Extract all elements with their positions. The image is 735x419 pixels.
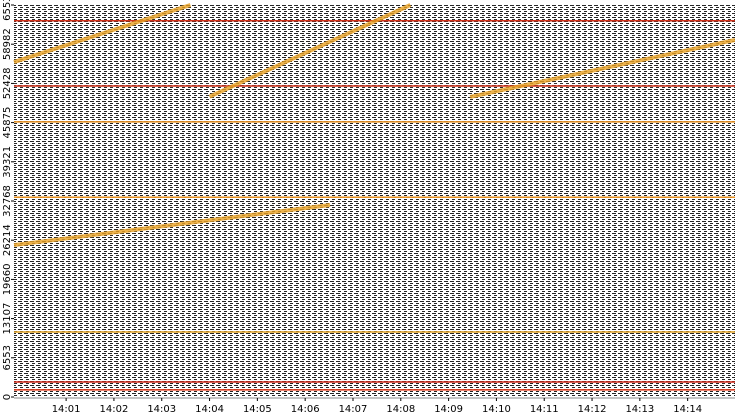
x-tick-label: 14:11 [530,404,559,415]
scan-streak [13,3,192,64]
x-tick-label: 14:08 [386,404,415,415]
y-tick-label: 45875 [2,107,13,139]
x-tick-label: 14:14 [673,404,702,415]
y-tick-label: 0 [2,394,13,400]
x-tick-label: 14:10 [482,404,511,415]
y-tick-label: 65536 [2,0,13,21]
x-tick-label: 14:09 [434,404,463,415]
x-tick-label: 14:04 [195,404,224,415]
y-tick-label: 6553 [2,345,13,370]
x-tick-label: 14:02 [100,404,129,415]
x-tick-label: 14:05 [243,404,272,415]
scan-streak [208,3,412,99]
density-band [14,83,735,201]
x-tick-label: 14:01 [52,404,81,415]
y-tick-label: 39321 [2,146,13,178]
y-tick-label: 26214 [2,224,13,256]
y-tick-label: 58982 [2,28,13,60]
density-band [14,370,735,397]
density-band [14,201,735,371]
x-tick-label: 14:07 [339,404,368,415]
y-tick-label: 52428 [2,67,13,99]
scan-streak [13,203,331,248]
density-band [14,5,735,84]
y-tick-label: 19660 [2,263,13,295]
y-tick-label: 13107 [2,303,13,335]
y-tick-label: 32768 [2,185,13,217]
x-tick-label: 14:12 [578,404,607,415]
x-tick-label: 14:06 [291,404,320,415]
x-tick-label: 14:03 [147,404,176,415]
scan-streak [469,38,735,99]
x-tick-label: 14:13 [625,404,654,415]
